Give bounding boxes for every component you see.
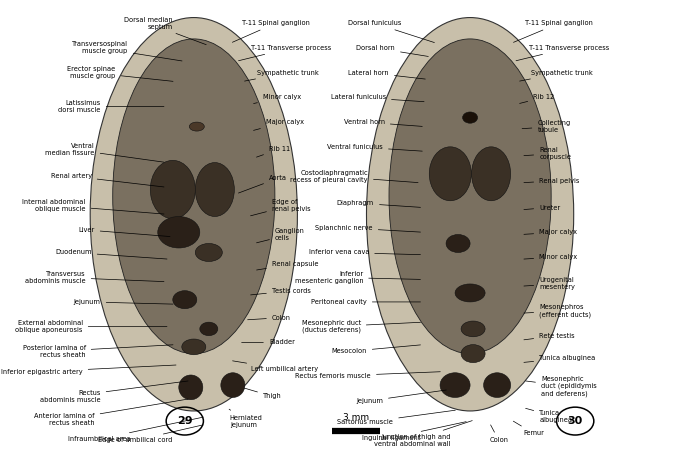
Text: Colon: Colon xyxy=(490,425,508,443)
Text: External abdominal
oblique aponeurosis: External abdominal oblique aponeurosis xyxy=(15,320,167,333)
Text: Mesonephric duct
(ductus deferens): Mesonephric duct (ductus deferens) xyxy=(302,320,420,333)
Ellipse shape xyxy=(366,18,573,411)
Text: T-11 Transverse process: T-11 Transverse process xyxy=(516,45,609,61)
Ellipse shape xyxy=(461,321,485,337)
Ellipse shape xyxy=(158,216,200,248)
Text: Dorsal median
septum: Dorsal median septum xyxy=(124,17,206,45)
Ellipse shape xyxy=(462,112,477,123)
Text: Edge of umbilical cord: Edge of umbilical cord xyxy=(98,425,203,443)
Text: Bladder: Bladder xyxy=(242,340,295,345)
Text: Rectus femoris muscle: Rectus femoris muscle xyxy=(296,372,441,379)
Text: Edge of
renal pelvis: Edge of renal pelvis xyxy=(251,199,311,216)
Text: Infraumbilical area: Infraumbilical area xyxy=(68,417,203,442)
Text: Dorsal funiculus: Dorsal funiculus xyxy=(347,20,434,42)
Text: Minor calyx: Minor calyx xyxy=(253,94,301,104)
Text: Femur: Femur xyxy=(513,421,544,436)
Text: Minor calyx: Minor calyx xyxy=(524,254,577,260)
Text: 29: 29 xyxy=(177,416,193,426)
Text: Inferior
mesenteric ganglion: Inferior mesenteric ganglion xyxy=(295,271,420,284)
Ellipse shape xyxy=(471,147,511,201)
Ellipse shape xyxy=(429,147,471,201)
Text: Sympathetic trunk: Sympathetic trunk xyxy=(244,69,319,81)
Ellipse shape xyxy=(179,375,203,400)
Text: Collecting
tubule: Collecting tubule xyxy=(522,120,571,133)
Text: 30: 30 xyxy=(567,416,583,426)
Text: Latissimus
dorsi muscle: Latissimus dorsi muscle xyxy=(59,100,164,113)
Text: Lateral horn: Lateral horn xyxy=(349,69,425,79)
Ellipse shape xyxy=(195,162,234,216)
Text: Splanchnic nerve: Splanchnic nerve xyxy=(315,225,420,232)
Text: T-11 Spinal ganglion: T-11 Spinal ganglion xyxy=(513,20,593,42)
Ellipse shape xyxy=(389,39,551,354)
Text: Mesonephros
(efferent ducts): Mesonephros (efferent ducts) xyxy=(524,304,591,318)
Text: Renal
corpuscle: Renal corpuscle xyxy=(524,147,571,160)
Text: Renal capsule: Renal capsule xyxy=(257,261,319,270)
Ellipse shape xyxy=(461,345,485,363)
Text: Renal pelvis: Renal pelvis xyxy=(524,178,580,184)
Text: Ganglion
cells: Ganglion cells xyxy=(257,228,305,243)
Text: Duodenum: Duodenum xyxy=(55,249,167,259)
Text: Sartorius muscle: Sartorius muscle xyxy=(337,410,456,425)
Text: Posterior lamina of
rectus sheath: Posterior lamina of rectus sheath xyxy=(22,345,173,358)
Text: Rete testis: Rete testis xyxy=(524,333,575,340)
Text: Major calyx: Major calyx xyxy=(253,119,304,130)
Text: Testis cords: Testis cords xyxy=(251,288,311,295)
Text: Ureter: Ureter xyxy=(524,204,560,211)
Ellipse shape xyxy=(189,122,204,131)
Ellipse shape xyxy=(173,291,197,308)
Text: Transversospinal
muscle group: Transversospinal muscle group xyxy=(72,41,182,61)
Text: Herniated
jejunum: Herniated jejunum xyxy=(229,409,263,428)
Ellipse shape xyxy=(113,39,275,354)
Text: Major calyx: Major calyx xyxy=(524,229,577,235)
Text: Inferior epigastric artery: Inferior epigastric artery xyxy=(1,365,176,375)
Text: Sympathetic trunk: Sympathetic trunk xyxy=(520,69,593,81)
Text: Ventral funiculus: Ventral funiculus xyxy=(328,144,422,151)
Ellipse shape xyxy=(200,322,218,336)
Text: Left umbilical artery: Left umbilical artery xyxy=(233,361,318,373)
Text: Costodiaphragmatic
recess of pleural cavity: Costodiaphragmatic recess of pleural cav… xyxy=(291,170,418,183)
Text: Liver: Liver xyxy=(78,227,170,236)
Text: Erector spinae
muscle group: Erector spinae muscle group xyxy=(67,66,173,81)
Text: Inferior vena cava: Inferior vena cava xyxy=(308,249,420,255)
Ellipse shape xyxy=(182,339,206,355)
Ellipse shape xyxy=(151,160,195,219)
Text: Anterior lamina of
rectus sheath: Anterior lamina of rectus sheath xyxy=(34,399,188,426)
Text: 3 mm: 3 mm xyxy=(343,413,369,422)
Text: Urogenital
mesentery: Urogenital mesentery xyxy=(524,277,575,290)
Text: Aorta: Aorta xyxy=(238,175,287,193)
Text: Junction of thigh and
ventral abdominal wall: Junction of thigh and ventral abdominal … xyxy=(375,421,472,447)
Text: Diaphragm: Diaphragm xyxy=(337,200,420,207)
Text: T-11 Transverse process: T-11 Transverse process xyxy=(238,45,331,61)
Text: Peritoneal cavity: Peritoneal cavity xyxy=(311,299,420,305)
Text: Lateral funiculus: Lateral funiculus xyxy=(331,94,424,101)
Text: Tunica albuginea: Tunica albuginea xyxy=(524,355,595,362)
Ellipse shape xyxy=(484,373,511,397)
Text: Transversus
abdominis muscle: Transversus abdominis muscle xyxy=(25,271,164,284)
Text: Dorsal horn: Dorsal horn xyxy=(356,45,428,56)
Text: Ventral horn: Ventral horn xyxy=(344,119,422,126)
Text: Mesocolon: Mesocolon xyxy=(332,345,420,354)
Text: Tunica
albuginea: Tunica albuginea xyxy=(526,408,572,423)
Text: Colon: Colon xyxy=(248,315,291,321)
Ellipse shape xyxy=(455,284,485,302)
Ellipse shape xyxy=(440,373,470,397)
Text: Inguinal ligament: Inguinal ligament xyxy=(362,422,466,441)
Text: Thigh: Thigh xyxy=(244,388,282,399)
Text: Rib 12: Rib 12 xyxy=(520,94,554,103)
Ellipse shape xyxy=(195,244,222,262)
Ellipse shape xyxy=(446,235,470,253)
Text: Ventral
median fissure: Ventral median fissure xyxy=(46,143,164,162)
Ellipse shape xyxy=(90,18,298,411)
Text: T-11 Spinal ganglion: T-11 Spinal ganglion xyxy=(232,20,310,42)
Text: Renal artery: Renal artery xyxy=(50,173,164,187)
Text: Mesonephric
duct (epididymis
and deferens): Mesonephric duct (epididymis and deferen… xyxy=(526,376,597,397)
Text: Rib 11: Rib 11 xyxy=(257,146,290,157)
Text: Jejunum: Jejunum xyxy=(356,390,446,404)
Text: Rectus
abdominis muscle: Rectus abdominis muscle xyxy=(40,381,188,403)
Text: Internal abdominal
oblique muscle: Internal abdominal oblique muscle xyxy=(22,199,164,214)
Ellipse shape xyxy=(221,373,245,397)
Text: Jejunum: Jejunum xyxy=(74,299,173,305)
